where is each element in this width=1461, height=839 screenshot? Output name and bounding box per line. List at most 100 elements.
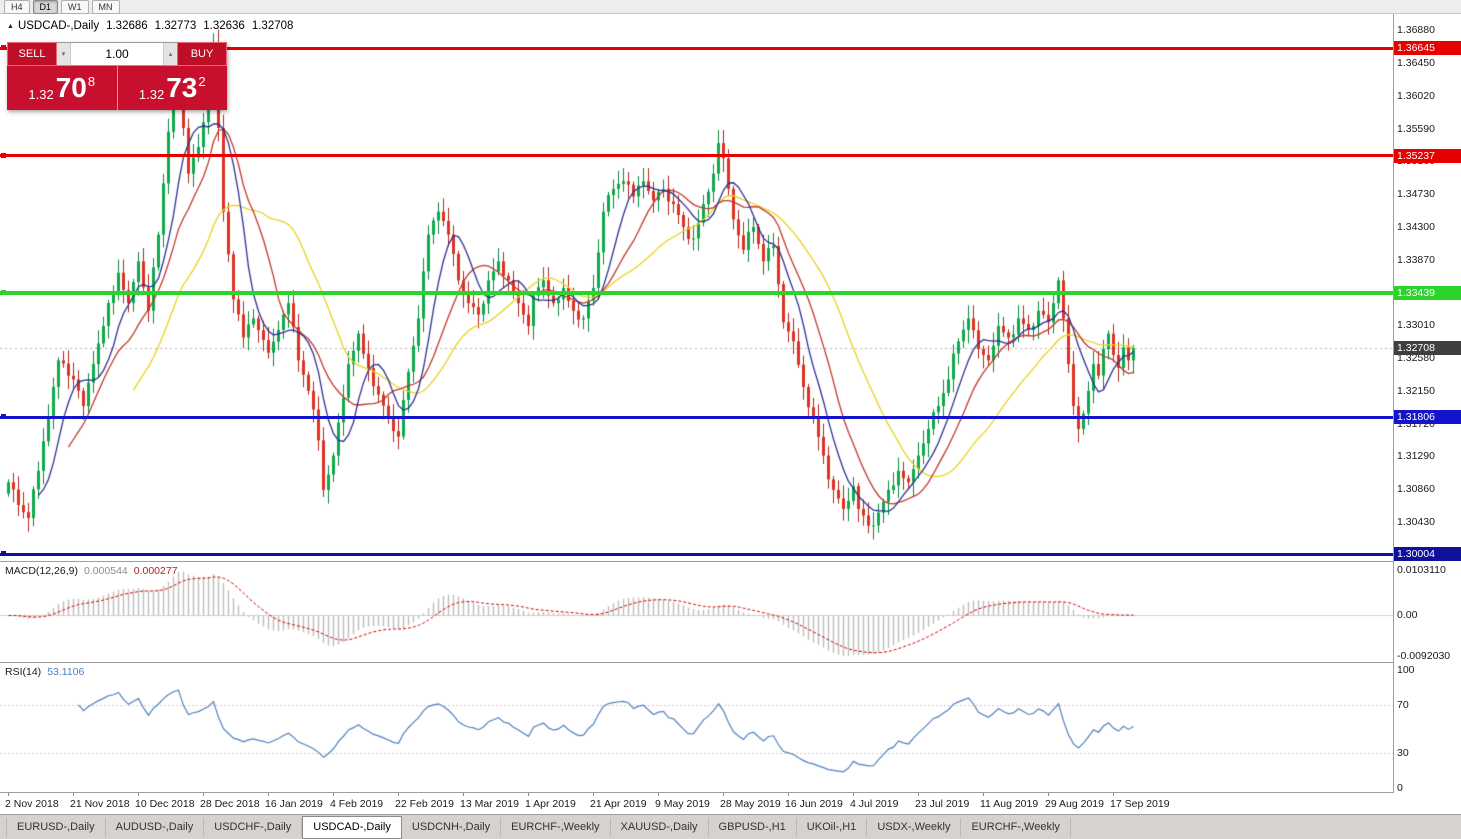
sell-price-display[interactable]: 1.32 70 8 <box>7 66 118 110</box>
price-level-badge: 1.36645 <box>1394 41 1461 56</box>
chart-tab-ukoil-h1[interactable]: UKOil-,H1 <box>797 817 868 837</box>
chart-tab-usdchf-daily[interactable]: USDCHF-,Daily <box>204 817 303 837</box>
timeframe-toolbar: H4 D1 W1 MN <box>0 0 1461 14</box>
time-axis-tick <box>658 793 659 796</box>
macd-scale-label: 0.0103110 <box>1397 564 1446 576</box>
rsi-label: RSI(14) 53.1106 <box>5 666 84 678</box>
ohlc-low: 1.32636 <box>203 20 245 32</box>
chart-tab-audusd-daily[interactable]: AUDUSD-,Daily <box>106 817 205 837</box>
time-axis-label: 23 Jul 2019 <box>915 798 970 810</box>
macd-name: MACD(12,26,9) <box>5 565 78 577</box>
time-axis-label: 10 Dec 2018 <box>135 798 195 810</box>
timeframe-button-w1[interactable]: W1 <box>61 0 89 14</box>
time-axis-label: 21 Nov 2018 <box>70 798 130 810</box>
time-axis-label: 22 Feb 2019 <box>395 798 454 810</box>
y-axis-label: 1.30430 <box>1397 515 1435 528</box>
timeframe-button-h4[interactable]: H4 <box>4 0 30 14</box>
buy-price-display[interactable]: 1.32 73 2 <box>117 66 227 110</box>
y-axis-label: 1.36020 <box>1397 89 1435 102</box>
time-axis-label: 16 Jun 2019 <box>785 798 843 810</box>
time-axis-label: 17 Sep 2019 <box>1110 798 1170 810</box>
ohlc-open: 1.32686 <box>106 20 148 32</box>
rsi-scale-label: 30 <box>1397 746 1409 759</box>
time-axis-tick <box>528 793 529 796</box>
time-axis-tick <box>853 793 854 796</box>
price-axis-separator <box>1393 14 1394 793</box>
time-axis-tick <box>788 793 789 796</box>
y-axis-label: 1.36450 <box>1397 57 1435 70</box>
chart-tab-usdx-weekly[interactable]: USDX-,Weekly <box>867 817 962 837</box>
rsi-scale-label: 0 <box>1397 782 1403 794</box>
buy-button[interactable]: BUY <box>177 42 227 66</box>
time-axis-tick <box>333 793 334 796</box>
time-axis[interactable]: 2 Nov 2018 21 Nov 2018 10 Dec 2018 28 Dec 2… <box>0 793 1393 814</box>
y-axis-label: 1.30860 <box>1397 483 1435 496</box>
y-axis-label: 1.33870 <box>1397 253 1435 266</box>
macd-label: MACD(12,26,9) 0.000544 0.000277 <box>5 565 178 577</box>
pane-separator[interactable] <box>0 561 1461 562</box>
chart-tab-eurchf-weekly[interactable]: EURCHF-,Weekly <box>501 817 611 837</box>
current-price-badge: 1.32708 <box>1394 341 1461 356</box>
price-level-badge: 1.33439 <box>1394 285 1461 300</box>
volume-field: ▾ 1.00 ▴ <box>57 42 177 66</box>
timeframe-button-mn[interactable]: MN <box>91 0 120 14</box>
pane-separator[interactable] <box>0 662 1461 663</box>
time-axis-tick <box>918 793 919 796</box>
buy-price-big: 73 <box>166 72 198 103</box>
time-axis-label: 16 Jan 2019 <box>265 798 323 810</box>
buy-price-sup: 2 <box>198 73 206 89</box>
one-click-trading-panel: SELL ▾ 1.00 ▴ BUY 1.32 70 8 1.32 73 2 <box>7 42 227 110</box>
time-axis-label: 28 May 2019 <box>720 798 781 810</box>
price-chart-canvas[interactable] <box>0 14 1393 560</box>
time-axis-tick <box>138 793 139 796</box>
macd-scale-label: -0.0092030 <box>1397 650 1451 662</box>
time-axis-tick <box>203 793 204 796</box>
rsi-scale-label: 100 <box>1397 664 1415 676</box>
time-axis-tick <box>1113 793 1114 796</box>
timeframe-button-d1[interactable]: D1 <box>32 0 59 14</box>
sell-button[interactable]: SELL <box>7 42 57 66</box>
chart-tab-usdcad-daily[interactable]: USDCAD-,Daily <box>302 815 402 839</box>
price-level-badge: 1.30004 <box>1394 547 1461 562</box>
volume-input[interactable]: 1.00 <box>105 47 129 61</box>
chart-tab-xauusd-daily[interactable]: XAUUSD-,Daily <box>611 817 709 837</box>
ohlc-close: 1.32708 <box>251 20 294 32</box>
price-level-badge: 1.31806 <box>1394 410 1461 425</box>
time-axis-label: 9 May 2019 <box>655 798 710 810</box>
macd-scale-label: 0.00 <box>1397 609 1418 622</box>
time-axis-tick <box>1048 793 1049 796</box>
time-axis-tick <box>73 793 74 796</box>
rsi-indicator-canvas[interactable] <box>0 663 1393 792</box>
chart-tab-gbpusd-h1[interactable]: GBPUSD-,H1 <box>709 817 797 837</box>
time-axis-label: 21 Apr 2019 <box>590 798 647 810</box>
sell-price-base: 1.32 <box>28 86 54 102</box>
rsi-value: 53.1106 <box>47 666 85 678</box>
chart-symbol-label: USDCAD-,Daily <box>17 20 100 32</box>
y-axis-label: 1.32150 <box>1397 384 1435 397</box>
chart-tab-usdcnh-daily[interactable]: USDCNH-,Daily <box>402 817 502 837</box>
volume-decrease-button[interactable]: ▾ <box>57 43 71 65</box>
y-axis-label: 1.31290 <box>1397 450 1435 463</box>
sell-price-sup: 8 <box>87 73 96 89</box>
y-axis-label: 1.33010 <box>1397 319 1435 332</box>
y-axis-label: 1.35590 <box>1397 122 1435 135</box>
price-axis[interactable]: 1.368801.364501.360201.355901.351601.347… <box>1394 14 1461 794</box>
macd-signal-value: 0.000277 <box>133 565 178 577</box>
sell-price-big: 70 <box>55 72 87 103</box>
time-axis-tick <box>723 793 724 796</box>
volume-increase-button[interactable]: ▴ <box>163 43 177 65</box>
chart-tab-eurchf-weekly[interactable]: EURCHF-,Weekly <box>961 817 1071 837</box>
macd-indicator-canvas[interactable] <box>0 562 1393 661</box>
time-axis-label: 2 Nov 2018 <box>5 798 59 810</box>
y-axis-label: 1.36880 <box>1397 24 1435 37</box>
time-axis-label: 4 Feb 2019 <box>330 798 384 810</box>
time-axis-label: 13 Mar 2019 <box>460 798 519 810</box>
time-axis-tick <box>8 793 9 796</box>
time-axis-label: 1 Apr 2019 <box>525 798 576 810</box>
chart-tab-eurusd-daily[interactable]: EURUSD-,Daily <box>6 817 106 837</box>
price-level-badge: 1.35237 <box>1394 148 1461 163</box>
time-axis-tick <box>463 793 464 796</box>
chart-tab-bar: EURUSD-,Daily AUDUSD-,Daily USDCHF-,Daily U… <box>0 814 1461 839</box>
chart-collapse-icon[interactable]: ▲ <box>7 22 14 30</box>
